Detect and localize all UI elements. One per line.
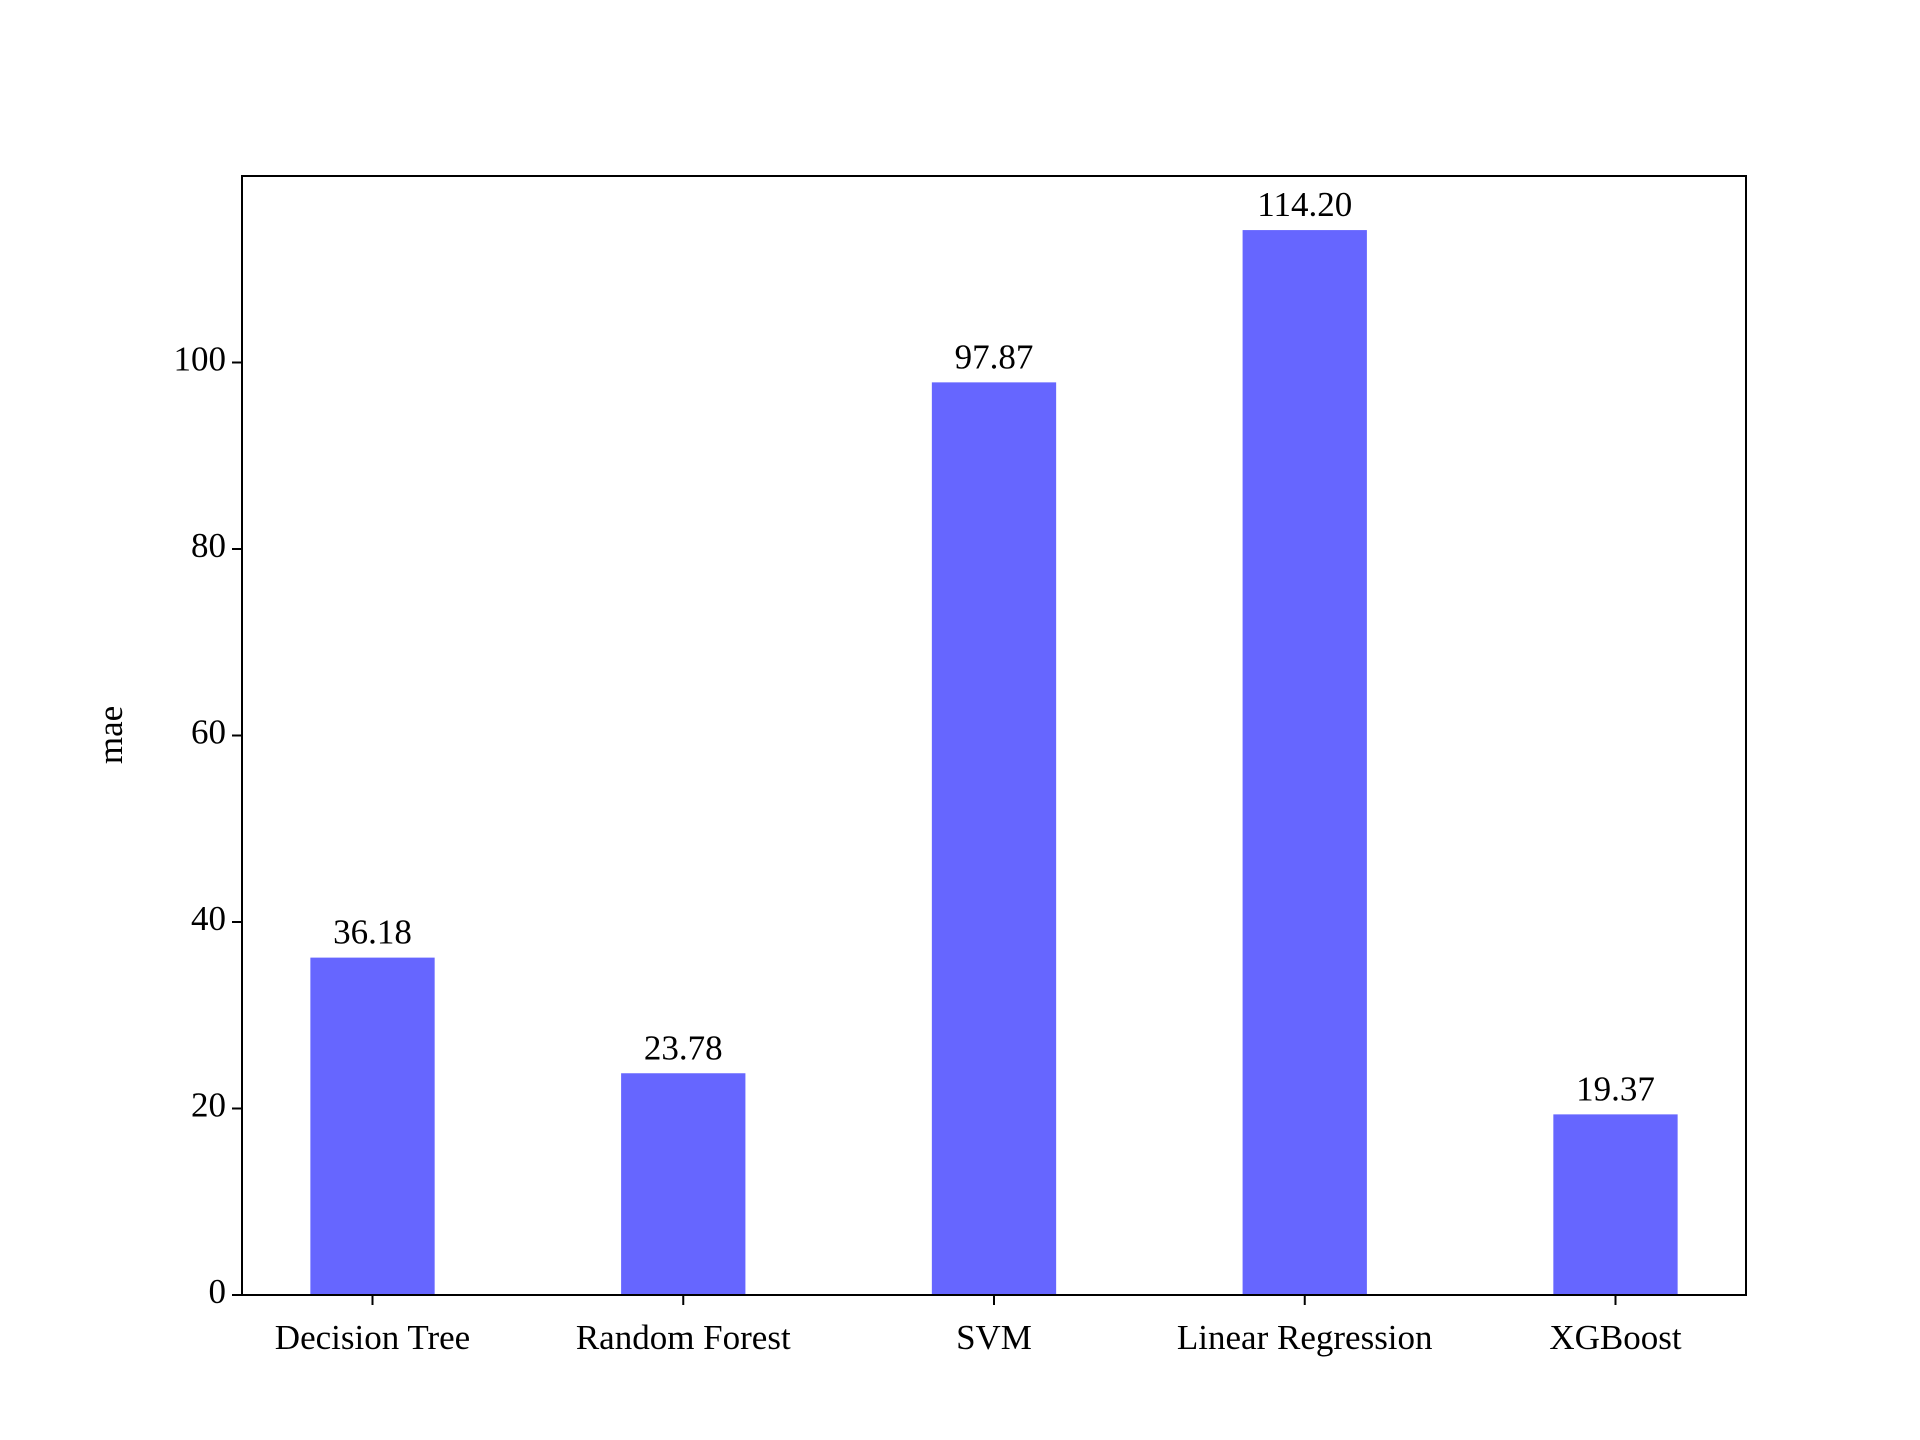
y-tick-label: 60 — [191, 713, 226, 752]
x-tick-label: SVM — [956, 1318, 1032, 1357]
data-label: 23.78 — [644, 1028, 723, 1067]
data-label: 19.37 — [1576, 1069, 1655, 1108]
y-axis-label: mae — [91, 706, 130, 764]
x-tick-label: XGBoost — [1549, 1318, 1682, 1357]
x-tick-label: Linear Regression — [1177, 1318, 1433, 1357]
bar — [931, 382, 1057, 1295]
y-tick-label: 20 — [191, 1086, 226, 1125]
y-tick-label: 0 — [209, 1272, 227, 1311]
x-tick-label: Random Forest — [576, 1318, 791, 1357]
bar — [1242, 230, 1367, 1296]
data-label: 114.20 — [1257, 185, 1352, 224]
x-tick-label: Decision Tree — [275, 1318, 470, 1357]
data-label: 97.87 — [955, 337, 1034, 376]
plot-frame — [241, 175, 1747, 1296]
y-tick-label: 40 — [191, 899, 226, 938]
data-label: 36.18 — [333, 913, 412, 952]
y-tick-label: 100 — [174, 340, 227, 379]
bar — [621, 1073, 746, 1295]
bar — [310, 957, 435, 1295]
bar — [1553, 1114, 1678, 1295]
y-tick-label: 80 — [191, 526, 226, 565]
